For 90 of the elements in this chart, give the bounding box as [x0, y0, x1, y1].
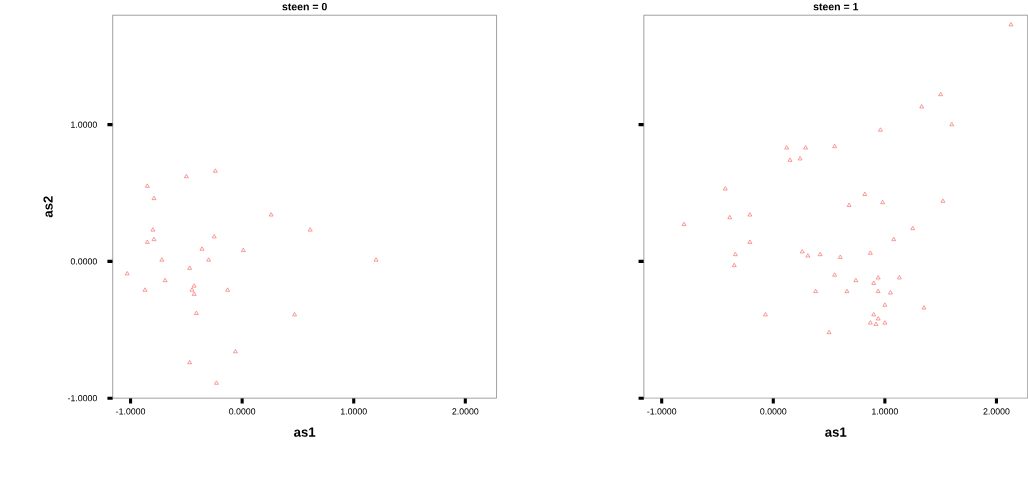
point: [191, 283, 197, 288]
point: [897, 274, 902, 280]
point: [233, 348, 238, 353]
point: [731, 262, 737, 267]
point: [826, 329, 832, 334]
point: [891, 236, 897, 241]
x-tick-label: 0.0000: [229, 408, 256, 415]
point: [144, 183, 150, 188]
point: [162, 277, 168, 282]
point: [240, 247, 246, 252]
y-axis-title: as2: [43, 196, 53, 218]
point: [853, 277, 859, 282]
point: [938, 91, 943, 96]
point: [214, 380, 219, 385]
point: [868, 250, 873, 255]
point: [880, 199, 885, 204]
point: [868, 320, 873, 325]
x-tick-label: -1.0000: [647, 408, 677, 415]
point: [873, 321, 879, 326]
point: [727, 214, 733, 219]
point: [373, 257, 379, 262]
point: [949, 121, 955, 126]
point: [191, 291, 197, 296]
x-tick-label: 2.0000: [452, 408, 479, 415]
point: [832, 272, 837, 277]
x-tick-label: 1.0000: [340, 408, 367, 415]
point: [144, 239, 150, 244]
point: [784, 145, 789, 150]
point: [187, 265, 193, 270]
chart-title: steen = 0: [282, 2, 327, 11]
point: [882, 320, 888, 325]
point: [921, 305, 927, 310]
x-tick-label: 1.0000: [872, 408, 898, 415]
point: [151, 236, 157, 241]
point: [846, 202, 852, 207]
point: [878, 127, 883, 132]
point: [888, 290, 893, 295]
point: [142, 287, 148, 292]
point: [803, 145, 808, 150]
point: [187, 359, 193, 364]
point: [124, 270, 130, 276]
point: [787, 157, 793, 162]
point: [307, 227, 313, 232]
point: [882, 302, 888, 307]
y-tick-label: -1.0000: [67, 394, 97, 402]
point: [919, 104, 925, 109]
y-tick-label: 1.0000: [71, 121, 97, 128]
point: [813, 288, 819, 293]
point: [151, 195, 157, 200]
point: [871, 280, 877, 285]
point: [747, 239, 753, 244]
point: [747, 212, 753, 217]
point: [817, 251, 823, 256]
point: [194, 310, 199, 315]
point: [799, 248, 805, 254]
point: [213, 168, 218, 173]
point: [211, 233, 217, 239]
point: [199, 246, 205, 251]
x-axis-title: as1: [294, 427, 316, 437]
point: [797, 155, 803, 161]
point: [722, 186, 728, 191]
point: [225, 287, 230, 292]
chart-title: steen = 1: [813, 2, 859, 11]
x-tick-label: -1.0000: [116, 408, 146, 415]
point: [940, 198, 946, 203]
point: [733, 251, 738, 256]
point: [805, 253, 811, 258]
point: [832, 143, 837, 148]
point: [763, 311, 768, 317]
x-axis-title: as1: [825, 427, 847, 437]
point: [150, 227, 156, 232]
point: [837, 254, 843, 259]
point: [184, 173, 189, 178]
point: [871, 311, 877, 317]
point: [268, 212, 274, 217]
point: [875, 288, 881, 293]
x-tick-label: 0.0000: [760, 408, 787, 415]
point: [862, 191, 868, 196]
point: [1008, 21, 1014, 27]
point: [875, 316, 881, 321]
point: [910, 225, 916, 230]
point: [875, 274, 881, 280]
point: [159, 257, 165, 262]
x-tick-label: 2.0000: [983, 408, 1010, 415]
point: [206, 257, 212, 262]
point: [844, 288, 850, 293]
point: [681, 221, 687, 226]
y-tick-label: 0.0000: [70, 258, 97, 265]
point: [189, 287, 195, 292]
point: [292, 311, 297, 317]
